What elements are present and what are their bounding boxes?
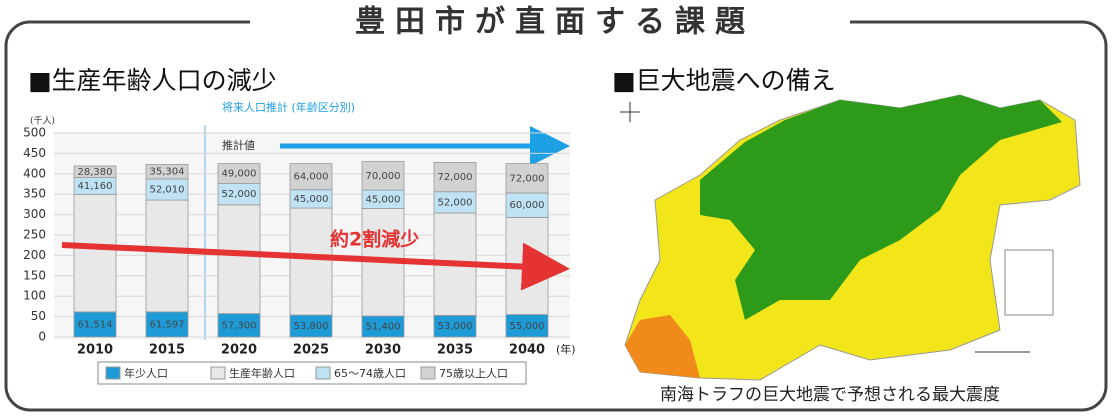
legend-label: 年少人口: [124, 366, 168, 380]
y-tick-label: 350: [23, 187, 46, 201]
x-tick-label: 2020: [221, 343, 257, 358]
x-tick-label: 2030: [365, 343, 401, 358]
bar-segment: [433, 161, 477, 193]
map-legend: [1004, 249, 1054, 316]
value-label: 55,000: [510, 321, 545, 332]
map: [620, 94, 1081, 381]
estimate-label: 推計値: [222, 138, 255, 152]
bar-segment: [73, 311, 117, 338]
section-heading: ■巨大地震への備え: [612, 66, 836, 95]
x-tick-label: 2040: [509, 343, 545, 358]
y-tick-label: 400: [23, 166, 46, 180]
legend-label: 生産年齢人口: [229, 366, 295, 380]
value-label: 70,000: [366, 171, 401, 182]
value-label: 51,400: [366, 322, 401, 333]
bar-segment: [145, 199, 189, 313]
value-label: 45,000: [294, 194, 329, 205]
slide-title: 豊田市が直面する課題: [355, 5, 755, 40]
value-label: 28,380: [78, 167, 113, 178]
map-orange: [625, 315, 700, 378]
value-label: 60,000: [510, 200, 545, 211]
y-tick-label: 200: [23, 248, 46, 262]
bar-segment: [217, 204, 261, 315]
value-label: 41,160: [78, 181, 113, 192]
y-tick-label: 500: [23, 126, 46, 140]
bar-segment: [505, 163, 549, 194]
y-axis-unit: (千人): [30, 116, 55, 127]
legend-swatch: [105, 366, 121, 380]
value-label: 61,597: [150, 319, 185, 330]
x-axis-unit: (年): [556, 342, 576, 356]
legend-swatch: [420, 366, 436, 380]
y-tick-label: 100: [23, 289, 46, 303]
bar-segment: [73, 165, 117, 178]
annotation: 約2割減少: [330, 228, 419, 251]
value-label: 35,304: [150, 167, 185, 178]
legend-swatch: [210, 366, 226, 380]
bar-segment: [145, 311, 189, 338]
y-tick-label: 150: [23, 268, 46, 282]
y-tick-label: 250: [23, 228, 46, 242]
bar-segment: [73, 193, 117, 313]
section-heading: ■生産年齢人口の減少: [28, 66, 277, 95]
x-tick-label: 2035: [437, 343, 473, 358]
value-label: 49,000: [222, 169, 257, 180]
x-tick-label: 2010: [77, 343, 113, 358]
bar-segment: [289, 163, 333, 191]
value-label: 52,000: [222, 189, 257, 200]
value-label: 52,010: [150, 184, 185, 195]
bar-segment: [361, 161, 405, 191]
bar-segment: [289, 207, 333, 316]
value-label: 53,000: [438, 321, 473, 332]
value-label: 52,000: [438, 197, 473, 208]
value-label: 72,000: [438, 172, 473, 183]
value-label: 45,000: [366, 194, 401, 205]
y-tick-label: 50: [31, 309, 46, 323]
y-tick-label: 0: [38, 330, 46, 344]
title-bg: [250, 4, 850, 42]
value-label: 57,300: [222, 320, 257, 331]
y-tick-label: 450: [23, 146, 46, 160]
bar-segment: [145, 164, 189, 180]
bar-segment: [217, 163, 261, 184]
trend-arrow: [61, 242, 570, 291]
legend-label: 75歳以上人口: [439, 367, 508, 380]
map-green: [700, 95, 1062, 320]
value-label: 53,800: [294, 321, 329, 332]
x-tick-label: 2015: [149, 343, 185, 358]
value-label: 64,000: [294, 172, 329, 183]
map-caption: 南海トラフの巨大地震で予想される最大震度: [660, 385, 1000, 405]
value-label: 72,000: [510, 173, 545, 184]
legend-swatch: [315, 366, 331, 380]
legend-label: 65～74歳人口: [334, 367, 406, 380]
chart-title: 将来人口推計 (年齢区分別): [222, 100, 355, 114]
x-tick-label: 2025: [293, 343, 329, 358]
legend-box: [97, 361, 527, 385]
y-tick-label: 300: [23, 207, 46, 221]
value-label: 61,514: [78, 319, 113, 330]
